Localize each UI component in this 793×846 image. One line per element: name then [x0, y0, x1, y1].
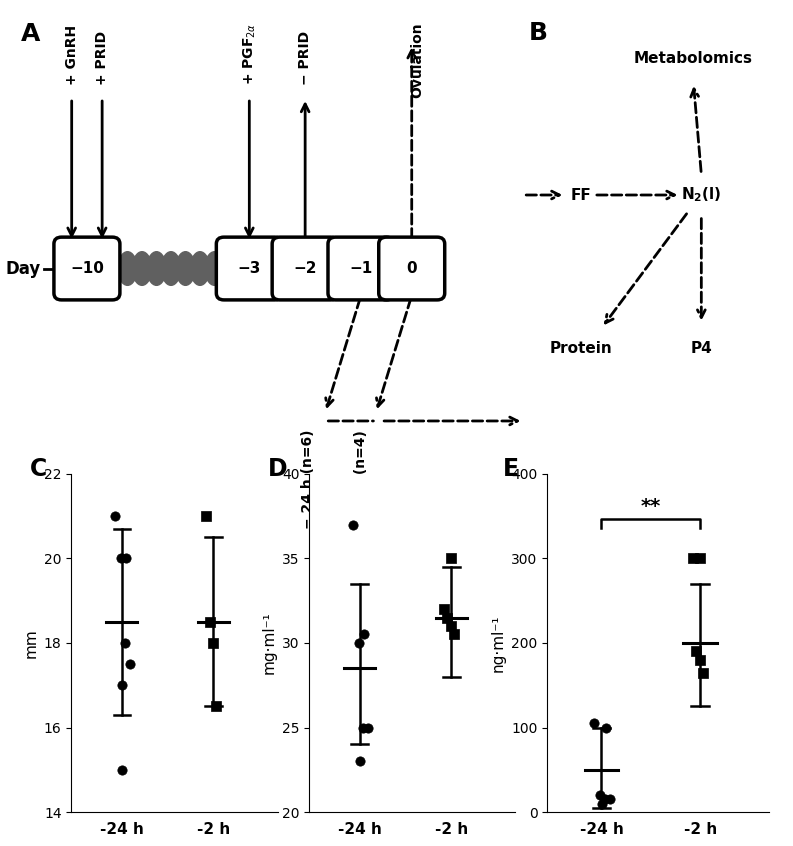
- Text: P4: P4: [691, 341, 712, 356]
- Point: [600, 721, 613, 734]
- Point: [352, 636, 365, 650]
- Text: Protein: Protein: [550, 341, 612, 356]
- FancyBboxPatch shape: [54, 237, 120, 300]
- Point: [694, 552, 707, 565]
- FancyBboxPatch shape: [379, 237, 445, 300]
- Point: [200, 509, 213, 523]
- Y-axis label: mg·ml⁻¹: mg·ml⁻¹: [262, 612, 277, 674]
- Point: [119, 636, 132, 650]
- Point: [354, 755, 366, 768]
- Ellipse shape: [147, 252, 167, 285]
- Text: −2: −2: [293, 261, 317, 276]
- Text: −3: −3: [238, 261, 261, 276]
- Point: [116, 678, 128, 692]
- Text: + GnRH: + GnRH: [65, 25, 79, 85]
- Ellipse shape: [132, 252, 151, 285]
- Point: [596, 797, 608, 810]
- Point: [445, 619, 458, 633]
- Ellipse shape: [190, 252, 209, 285]
- Text: $\mathbf{N_2(}$$\mathit{\mathbf{l}}$$\mathbf{)}$: $\mathbf{N_2(}$$\mathit{\mathbf{l}}$$\ma…: [681, 185, 722, 205]
- Y-axis label: ng·ml⁻¹: ng·ml⁻¹: [491, 614, 505, 672]
- Text: −1: −1: [350, 261, 373, 276]
- Point: [441, 611, 454, 624]
- Point: [114, 552, 127, 565]
- Point: [347, 518, 359, 531]
- Text: Day: Day: [6, 260, 41, 277]
- Text: + PGF$_{2\alpha}$: + PGF$_{2\alpha}$: [241, 23, 258, 85]
- Point: [358, 628, 370, 641]
- Text: B: B: [529, 21, 548, 45]
- FancyBboxPatch shape: [272, 237, 338, 300]
- Point: [207, 636, 220, 650]
- Point: [203, 615, 216, 629]
- Text: E: E: [503, 457, 519, 481]
- Point: [357, 721, 370, 734]
- Point: [120, 552, 132, 565]
- Text: FF: FF: [571, 188, 592, 202]
- Point: [210, 700, 223, 713]
- Text: − PRID: − PRID: [298, 30, 312, 85]
- Text: −10: −10: [70, 261, 104, 276]
- Point: [448, 628, 461, 641]
- Text: Ovulation: Ovulation: [410, 22, 423, 97]
- FancyBboxPatch shape: [216, 237, 282, 300]
- Ellipse shape: [176, 252, 195, 285]
- Text: − 2 h (n=4): − 2 h (n=4): [354, 430, 368, 519]
- Text: D: D: [268, 457, 288, 481]
- Point: [361, 721, 374, 734]
- Text: A: A: [21, 22, 40, 46]
- Point: [694, 653, 707, 667]
- Point: [599, 793, 611, 806]
- Point: [116, 763, 128, 777]
- Text: **: **: [641, 497, 661, 516]
- Point: [686, 552, 699, 565]
- Ellipse shape: [220, 252, 239, 285]
- Point: [588, 717, 600, 730]
- Y-axis label: mm: mm: [23, 628, 38, 658]
- Point: [697, 666, 710, 679]
- FancyBboxPatch shape: [328, 237, 394, 300]
- Text: Metabolomics: Metabolomics: [634, 51, 753, 66]
- Ellipse shape: [205, 252, 224, 285]
- Point: [603, 793, 616, 806]
- Text: C: C: [30, 457, 48, 481]
- Point: [690, 645, 703, 658]
- Point: [594, 788, 607, 802]
- Point: [438, 602, 450, 616]
- Point: [109, 509, 121, 523]
- Text: 0: 0: [407, 261, 417, 276]
- Text: + PRID: + PRID: [95, 30, 109, 85]
- Text: − 24 h (n=6): − 24 h (n=6): [301, 430, 315, 530]
- Point: [123, 657, 136, 671]
- Ellipse shape: [161, 252, 181, 285]
- Ellipse shape: [118, 252, 137, 285]
- Point: [445, 552, 458, 565]
